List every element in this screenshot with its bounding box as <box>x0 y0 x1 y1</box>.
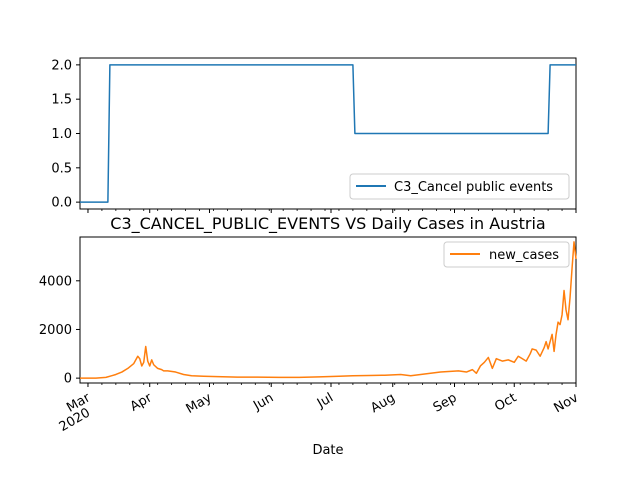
bottom-xtick-label: Apr <box>128 390 156 415</box>
bottom-y-axis: 0 2000 4000 <box>39 274 80 387</box>
bottom-xtick-label: Jun <box>250 390 276 414</box>
top-ytick-label: 2.0 <box>51 58 72 73</box>
bottom-subplot: C3_CANCEL_PUBLIC_EVENTS VS Daily Cases i… <box>39 214 581 458</box>
bottom-xtick-label: Oct <box>492 390 519 414</box>
chart-title: C3_CANCEL_PUBLIC_EVENTS VS Daily Cases i… <box>110 214 545 234</box>
bottom-xtick-label: Nov <box>552 390 582 416</box>
bottom-ytick-label: 0 <box>64 372 72 387</box>
top-legend-box <box>349 173 570 200</box>
top-ytick-label: 0.5 <box>51 161 72 176</box>
top-legend: C3_Cancel public events <box>349 173 570 200</box>
bottom-ytick-label: 2000 <box>39 323 72 338</box>
top-subplot: 0.0 0.5 1.0 1.5 2.0 C3_Cancel public events <box>51 57 577 213</box>
top-y-axis: 0.0 0.5 1.0 1.5 2.0 <box>51 58 80 211</box>
bottom-series-lines <box>79 241 577 379</box>
series-line-c3-cancel-public-events <box>80 64 576 203</box>
series-line-new-cases <box>79 241 577 379</box>
bottom-xtick-label: Jul <box>314 390 336 411</box>
bottom-xtick-label: Aug <box>368 390 397 416</box>
top-x-axis <box>87 209 577 213</box>
top-ytick-label: 1.5 <box>51 93 72 108</box>
bottom-xtick-label: Sep <box>431 390 460 415</box>
top-ytick-label: 0.0 <box>51 196 72 211</box>
top-ytick-label: 1.0 <box>51 127 72 142</box>
top-legend-label: C3_Cancel public events <box>394 180 553 195</box>
bottom-legend-label: new_cases <box>489 248 559 263</box>
x-axis-label: Date <box>312 443 343 458</box>
bottom-ytick-label: 4000 <box>39 274 72 289</box>
bottom-legend-box <box>443 241 570 268</box>
bottom-xtick-label: May <box>184 390 215 417</box>
bottom-legend: new_cases <box>443 241 570 268</box>
top-series-lines <box>80 64 576 203</box>
